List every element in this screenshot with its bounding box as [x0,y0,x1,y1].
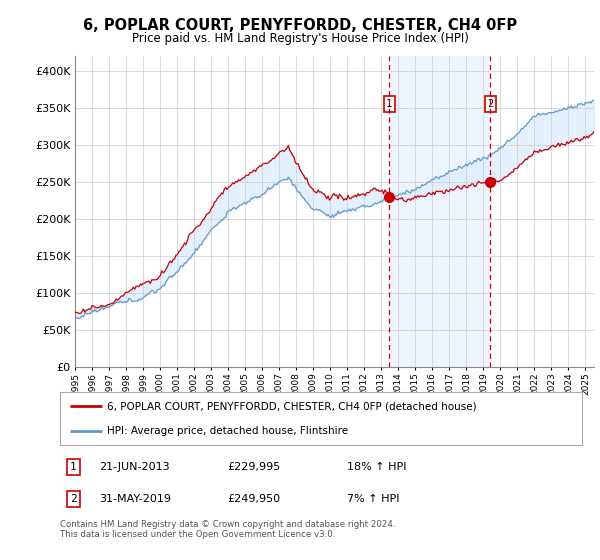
Text: HPI: Average price, detached house, Flintshire: HPI: Average price, detached house, Flin… [107,426,348,436]
Text: 2: 2 [487,99,493,109]
Text: 1: 1 [70,462,76,472]
Text: 7% ↑ HPI: 7% ↑ HPI [347,494,400,504]
Text: Contains HM Land Registry data © Crown copyright and database right 2024.
This d: Contains HM Land Registry data © Crown c… [60,520,395,539]
Text: Price paid vs. HM Land Registry's House Price Index (HPI): Price paid vs. HM Land Registry's House … [131,32,469,45]
Bar [389,56,490,367]
Text: £249,950: £249,950 [227,494,280,504]
Text: 6, POPLAR COURT, PENYFFORDD, CHESTER, CH4 0FP: 6, POPLAR COURT, PENYFFORDD, CHESTER, CH… [83,18,517,33]
Text: 21-JUN-2013: 21-JUN-2013 [99,462,170,472]
Text: 6, POPLAR COURT, PENYFFORDD, CHESTER, CH4 0FP (detached house): 6, POPLAR COURT, PENYFFORDD, CHESTER, CH… [107,402,476,412]
Text: 18% ↑ HPI: 18% ↑ HPI [347,462,407,472]
Text: 1: 1 [386,99,392,109]
Text: £229,995: £229,995 [227,462,280,472]
Text: 31-MAY-2019: 31-MAY-2019 [99,494,171,504]
Text: 2: 2 [70,494,76,504]
